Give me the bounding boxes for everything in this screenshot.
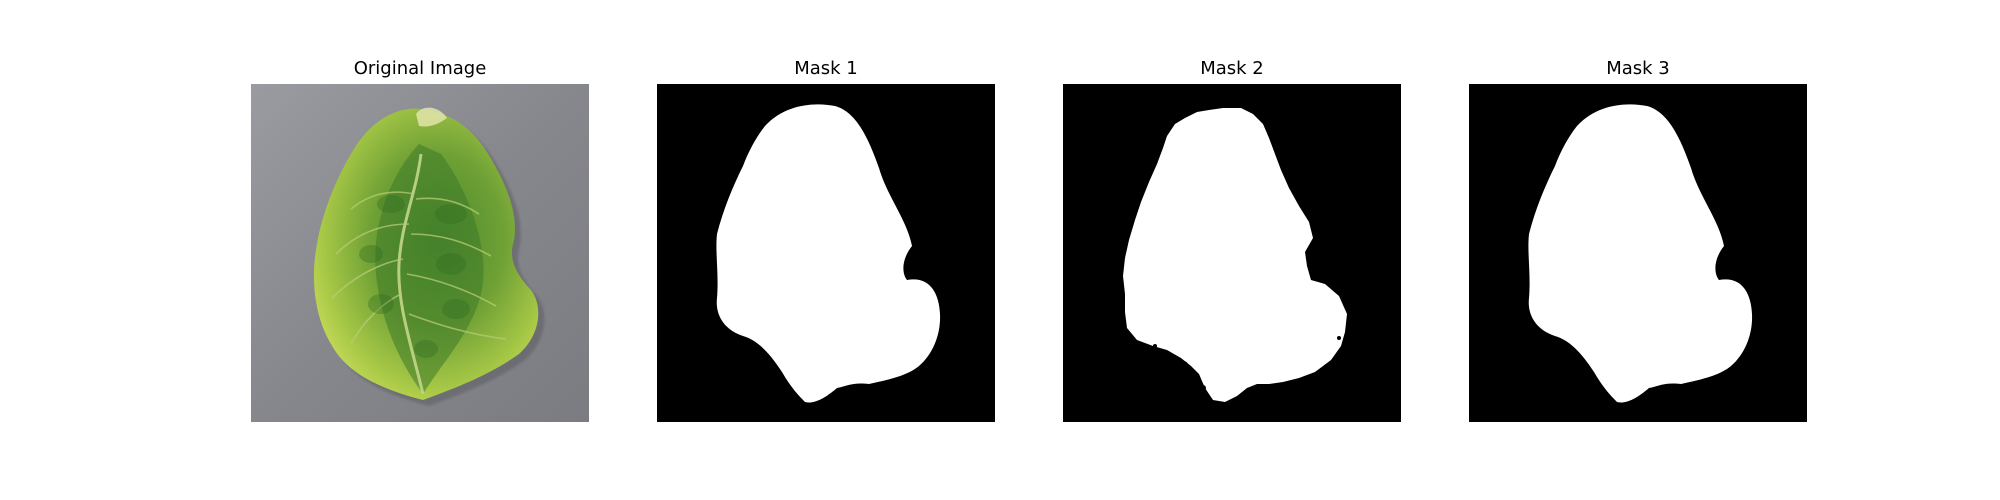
panel-title-original: Original Image <box>353 58 487 79</box>
mask-2-image <box>1063 84 1401 422</box>
original-leaf-photo <box>251 84 589 422</box>
panel-title-mask-1: Mask 1 <box>794 58 858 79</box>
mask-1-image <box>657 84 995 422</box>
panel-title-mask-3: Mask 3 <box>1606 58 1670 79</box>
panel-title-mask-2: Mask 2 <box>1200 58 1264 79</box>
mask-3-image <box>1469 84 1807 422</box>
